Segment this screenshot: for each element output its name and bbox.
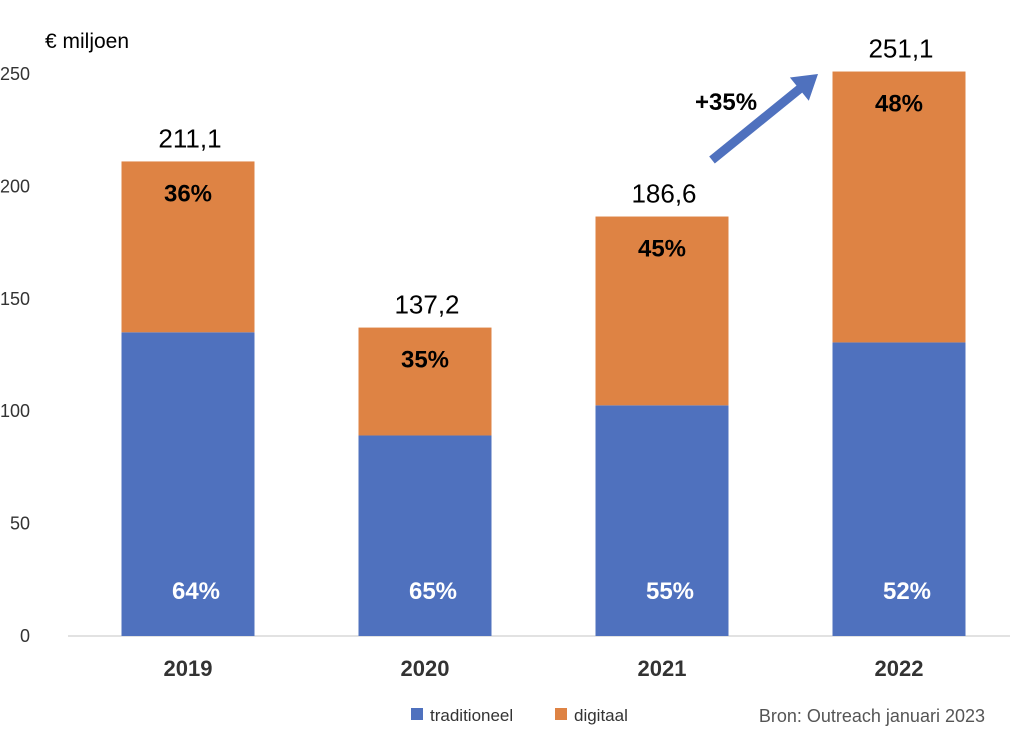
legend: traditioneel digitaal [411, 706, 628, 725]
growth-arrow: +35% [695, 74, 818, 164]
bar-digitaal [595, 216, 729, 406]
x-category-label: 2019 [164, 656, 213, 681]
y-axis-unit-label: € miljoen [45, 30, 129, 53]
y-tick-label: 0 [20, 626, 30, 646]
bar-traditioneel [121, 332, 255, 636]
legend-swatch-digitaal [555, 708, 567, 720]
legend-label-digitaal: digitaal [574, 706, 628, 725]
bar-digitaal [121, 161, 255, 333]
traditioneel-percent-label: 52% [883, 578, 931, 605]
bar-total-label: 211,1 [158, 123, 221, 153]
bars [121, 71, 966, 636]
bar-digitaal [358, 327, 492, 436]
y-tick-label: 100 [0, 401, 30, 421]
y-tick-label: 200 [0, 176, 30, 196]
traditioneel-percent-label: 55% [646, 578, 694, 605]
x-axis-categories: 2019 2020 2021 2022 [164, 656, 924, 681]
growth-annotation: +35% [695, 89, 757, 116]
legend-label-traditioneel: traditioneel [430, 706, 513, 725]
x-category-label: 2020 [401, 656, 450, 681]
traditioneel-percent-label: 64% [172, 578, 220, 605]
digitaal-percent-label: 45% [638, 236, 686, 263]
source-note: Bron: Outreach januari 2023 [759, 706, 985, 726]
y-axis-ticks: 0 50 100 150 200 250 [0, 64, 30, 646]
digitaal-percent-label: 48% [875, 91, 923, 118]
growth-arrow-icon [709, 74, 818, 164]
bar-traditioneel [832, 342, 966, 636]
bar-digitaal [832, 71, 966, 343]
bar-traditioneel [358, 435, 492, 636]
x-category-label: 2021 [638, 656, 687, 681]
digitaal-percent-label: 36% [164, 180, 212, 207]
traditioneel-percent-label: 65% [409, 578, 457, 605]
x-category-label: 2022 [875, 656, 924, 681]
bar-traditioneel [595, 405, 729, 636]
bar-total-label: 186,6 [631, 179, 696, 209]
data-labels: 211,1 36% 64% 137,2 35% 65% 186,6 45% 55% 251,1 48… [158, 34, 933, 605]
legend-swatch-traditioneel [411, 708, 423, 720]
y-tick-label: 150 [0, 289, 30, 309]
digitaal-percent-label: 35% [401, 347, 449, 374]
bar-total-label: 251,1 [868, 34, 933, 64]
y-tick-label: 50 [10, 514, 30, 534]
bar-total-label: 137,2 [394, 290, 459, 320]
y-tick-label: 250 [0, 64, 30, 84]
